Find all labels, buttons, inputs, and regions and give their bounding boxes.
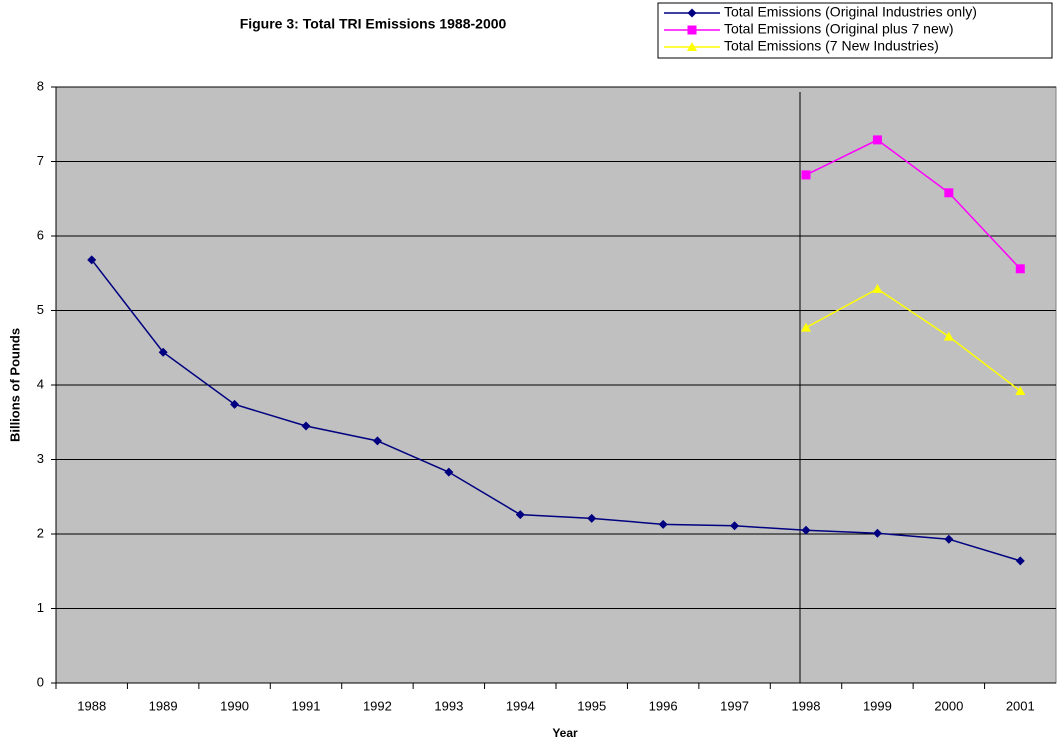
x-tick-label: 1992 — [363, 698, 392, 713]
legend-label: Total Emissions (7 New Industries) — [724, 38, 939, 54]
x-tick-label: 1989 — [149, 698, 178, 713]
marker — [515, 510, 525, 520]
x-tick-label: 1999 — [863, 698, 892, 713]
marker — [1015, 556, 1025, 566]
y-tick-label: 5 — [37, 302, 44, 317]
series-line — [805, 288, 1021, 392]
marker — [872, 135, 882, 145]
marker — [687, 25, 697, 35]
y-tick-label: 3 — [37, 451, 44, 466]
x-axis-label: Year — [552, 726, 578, 740]
series-line — [91, 259, 1021, 562]
x-tick-label: 1998 — [792, 698, 821, 713]
marker — [943, 331, 954, 341]
marker — [658, 519, 668, 529]
y-tick-label: 6 — [37, 227, 44, 242]
x-tick-label: 2001 — [1006, 698, 1035, 713]
y-tick-label: 1 — [37, 600, 44, 615]
marker — [687, 42, 697, 51]
marker — [872, 283, 883, 293]
x-tick-label: 1996 — [649, 698, 678, 713]
y-tick-label: 4 — [37, 376, 44, 391]
x-tick-label: 1995 — [577, 698, 606, 713]
x-tick-label: 1991 — [292, 698, 321, 713]
marker — [872, 528, 882, 538]
x-tick-label: 1988 — [77, 698, 106, 713]
marker — [1015, 385, 1026, 395]
x-tick-label: 2000 — [934, 698, 963, 713]
marker — [1015, 264, 1025, 274]
y-tick-label: 8 — [37, 78, 44, 93]
marker — [372, 436, 382, 446]
legend-box — [657, 2, 1053, 59]
x-tick-label: 1997 — [720, 698, 749, 713]
y-tick-label: 7 — [37, 153, 44, 168]
y-tick-label: 2 — [37, 525, 44, 540]
y-tick-label: 0 — [37, 674, 44, 689]
x-tick-label: 1994 — [506, 698, 535, 713]
marker — [87, 255, 97, 265]
series-line — [805, 139, 1021, 270]
chart-title: Figure 3: Total TRI Emissions 1988-2000 — [240, 16, 507, 32]
marker — [158, 347, 168, 357]
x-tick-label: 1990 — [220, 698, 249, 713]
x-tick-label: 1993 — [434, 698, 463, 713]
legend-label: Total Emissions (Original Industries onl… — [724, 4, 977, 20]
marker — [801, 525, 811, 535]
marker — [687, 8, 697, 18]
marker — [301, 421, 311, 431]
marker — [444, 467, 454, 477]
marker — [230, 399, 240, 409]
marker — [730, 521, 740, 531]
marker — [944, 534, 954, 544]
legend-label: Total Emissions (Original plus 7 new) — [724, 21, 954, 37]
y-axis-label: Billions of Pounds — [7, 328, 22, 442]
marker — [801, 322, 811, 332]
marker — [587, 513, 597, 523]
marker — [801, 170, 811, 180]
marker — [944, 188, 954, 198]
